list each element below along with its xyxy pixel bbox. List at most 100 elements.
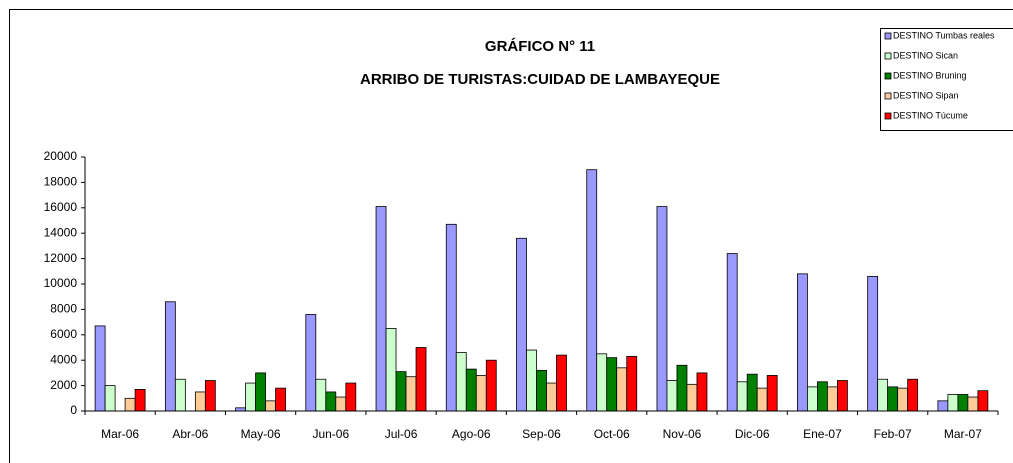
bar	[656, 206, 668, 412]
bar	[245, 382, 256, 412]
x-tick-label: Jun-06	[312, 427, 349, 441]
bar	[516, 237, 527, 412]
bar	[475, 375, 487, 412]
bar	[586, 169, 598, 412]
x-tick-label: Ago-06	[452, 427, 491, 441]
bar	[526, 349, 537, 412]
chart-subtitle: ARRIBO DE TURISTAS:CUIDAD DE LAMBAYEQUE	[360, 71, 720, 88]
bar	[455, 352, 467, 412]
bar	[827, 386, 838, 412]
bar	[335, 396, 347, 412]
bar	[204, 380, 216, 412]
bar	[164, 301, 176, 412]
bar	[134, 389, 146, 412]
legend-swatch	[884, 92, 892, 100]
bar	[124, 397, 136, 412]
x-tick-label: Nov-06	[663, 427, 702, 441]
bar	[395, 371, 407, 412]
bar	[947, 394, 959, 412]
legend-swatch	[884, 52, 892, 60]
bar	[104, 385, 116, 412]
bar	[696, 372, 708, 412]
bar	[465, 368, 477, 412]
x-tick-label: Mar-07	[944, 427, 982, 441]
bar	[275, 387, 286, 412]
bar	[676, 364, 688, 412]
bar	[897, 387, 909, 412]
bar	[877, 378, 889, 412]
legend-label: DESTINO Sican	[893, 50, 958, 60]
legend-label: DESTINO Bruning	[893, 70, 967, 80]
bar	[315, 378, 327, 412]
bar	[345, 382, 357, 412]
y-tick-label: 2000	[50, 378, 77, 392]
x-tick-label: Oct-06	[594, 427, 630, 441]
bar	[546, 382, 557, 412]
y-tick-label: 6000	[50, 327, 77, 341]
bar	[405, 376, 417, 412]
x-tick-label: Feb-07	[874, 427, 912, 441]
legend-swatch	[884, 32, 892, 40]
bar	[174, 378, 186, 412]
y-tick-label: 18000	[44, 175, 78, 189]
bar	[746, 373, 758, 412]
x-tick-label: Mar-06	[101, 427, 139, 441]
bar	[385, 328, 397, 412]
bar	[686, 383, 698, 412]
bar	[967, 396, 979, 412]
bar	[726, 253, 738, 412]
bar	[907, 378, 919, 412]
legend-swatch	[884, 72, 892, 80]
y-tick-label: 14000	[44, 225, 78, 239]
bar	[255, 372, 266, 412]
legend-label: DESTINO Túcume	[893, 110, 968, 120]
bar	[957, 394, 969, 412]
bar	[415, 347, 427, 412]
x-tick-label: May-06	[241, 427, 281, 441]
bar	[666, 380, 678, 412]
bar	[556, 354, 567, 412]
x-tick-label: Ene-07	[803, 427, 842, 441]
bar	[766, 375, 778, 412]
x-tick-label: Dic-06	[735, 427, 770, 441]
bar	[817, 381, 828, 412]
bar	[937, 400, 949, 412]
bar	[756, 387, 768, 412]
chart-title: GRÁFICO N° 11	[485, 38, 595, 55]
y-tick-label: 4000	[50, 352, 77, 366]
bar	[194, 391, 206, 412]
x-tick-label: Sep-06	[522, 427, 561, 441]
y-tick-label: 16000	[44, 200, 78, 214]
bar	[626, 355, 638, 412]
bar	[94, 325, 106, 412]
bar	[616, 367, 628, 412]
bar	[596, 353, 608, 412]
bar	[265, 400, 276, 412]
bar	[536, 369, 547, 412]
bar	[325, 391, 337, 412]
legend-label: DESTINO Sipan	[893, 90, 959, 100]
bar	[807, 386, 818, 412]
legend-swatch	[884, 112, 892, 120]
bar	[887, 386, 899, 412]
legend-label: DESTINO Tumbas reales	[893, 30, 995, 40]
bar	[867, 275, 879, 412]
y-tick-label: 10000	[44, 276, 78, 290]
legend-box	[880, 28, 1013, 131]
x-tick-label: Jul-06	[385, 427, 418, 441]
bar	[305, 314, 317, 412]
bar	[375, 206, 387, 412]
bar	[736, 381, 748, 412]
bar	[445, 223, 457, 412]
bar	[797, 273, 808, 412]
bar	[837, 380, 848, 412]
y-tick-label: 12000	[44, 251, 78, 265]
y-tick-label: 0	[70, 403, 77, 417]
y-tick-label: 8000	[50, 302, 77, 316]
bar	[485, 359, 497, 412]
x-tick-label: Abr-06	[172, 427, 208, 441]
bar	[606, 357, 618, 412]
y-tick-label: 20000	[44, 149, 78, 163]
bar	[977, 390, 989, 412]
